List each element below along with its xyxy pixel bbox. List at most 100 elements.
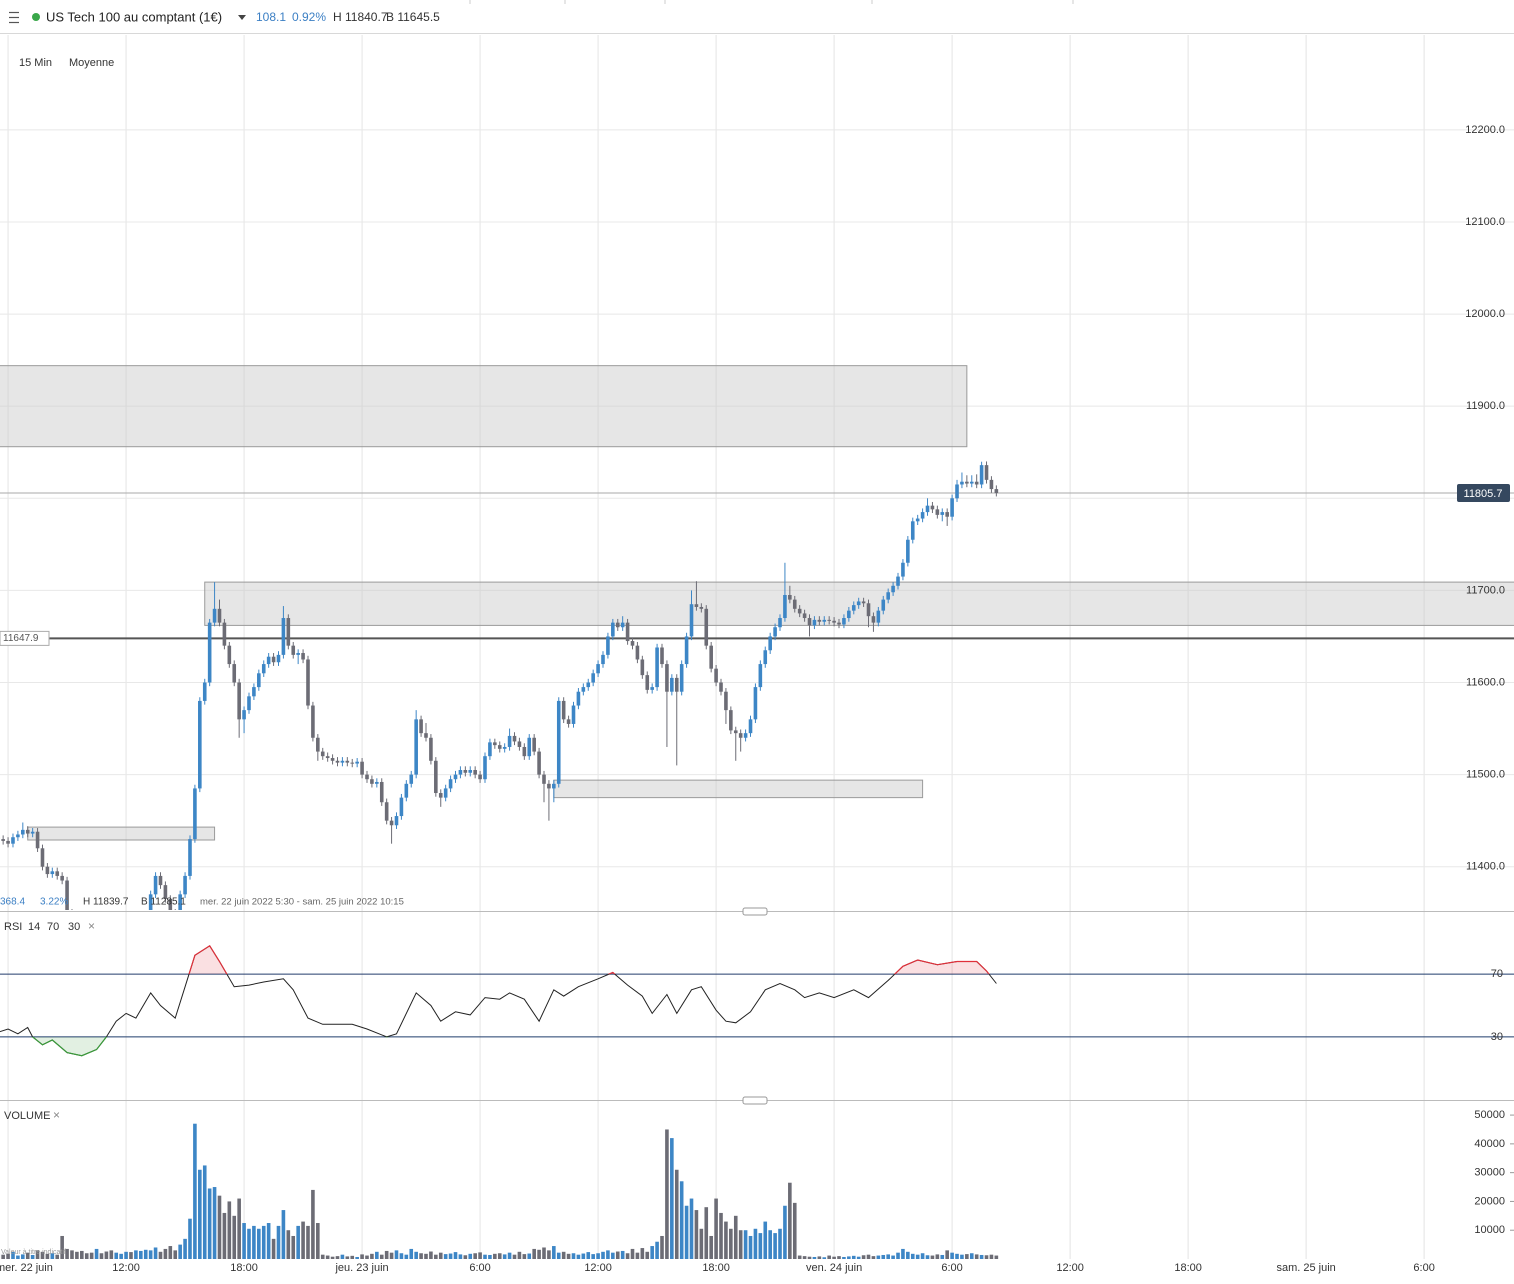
candle-body (994, 489, 999, 494)
pane-resize-handle[interactable] (742, 907, 768, 916)
candle-body (232, 664, 237, 683)
range-high: H 11839.7 (83, 897, 129, 908)
candle-body (188, 839, 192, 876)
volume-bar (542, 1247, 546, 1259)
volume-bar (522, 1254, 527, 1259)
volume-bar (881, 1254, 886, 1259)
chart-style-button[interactable]: Moyenne (69, 57, 114, 69)
y-tick-label: 11700.0 (1466, 584, 1505, 596)
candle-body (134, 931, 138, 945)
candle-body (183, 875, 187, 895)
volume-bar (271, 1238, 276, 1259)
candle-body (522, 746, 527, 757)
x-tick-label: 18:00 (230, 1262, 258, 1274)
volume-bar (689, 1198, 694, 1259)
candle-body (645, 675, 650, 690)
candle-body (119, 950, 123, 964)
candle-body (940, 512, 945, 515)
candle-body (153, 875, 158, 895)
candle-body (429, 737, 433, 761)
labels: mer. 22 juin 12:00 18:00 jeu. 23 juin 6:00 12… (0, 124, 1510, 1274)
volume-bar (871, 1256, 876, 1259)
day-low: B 11645.5 (386, 10, 440, 24)
rsi-oversold-setting: 30 (68, 921, 80, 933)
volume-bar (640, 1248, 645, 1259)
candle-body (212, 608, 217, 623)
volume-bar (109, 1250, 114, 1259)
x-tick-label: 12:00 (584, 1262, 612, 1274)
pane-resize-handle[interactable] (742, 1096, 768, 1105)
volume-bar (876, 1255, 881, 1259)
candle-body (896, 576, 900, 586)
grid (0, 35, 1514, 1259)
volume-bar (419, 1253, 423, 1259)
volume-bar (394, 1250, 399, 1259)
candle-body (733, 730, 738, 734)
volume-bar (699, 1228, 704, 1259)
candle-body (85, 950, 89, 959)
volume-bar (950, 1252, 954, 1259)
volume-bar (473, 1253, 477, 1259)
candle-body (625, 622, 630, 642)
volume-bar (856, 1256, 861, 1259)
volume-bar (443, 1254, 448, 1259)
candle-body (458, 770, 463, 775)
volume-bar (532, 1248, 536, 1259)
x-tick-label: ven. 24 juin (806, 1262, 862, 1274)
volume-bar (547, 1250, 551, 1259)
volume-bar (414, 1251, 418, 1259)
volume-bar (193, 1123, 197, 1259)
menu-icon[interactable] (9, 11, 19, 24)
rsi-close-icon[interactable]: × (88, 919, 95, 933)
candle-body (984, 465, 989, 480)
candle-body (340, 760, 345, 763)
volume-bar (920, 1253, 925, 1259)
timeframe-button[interactable]: 15 Min (19, 57, 52, 69)
volume-bar (11, 1251, 15, 1259)
volume-bar (257, 1228, 261, 1259)
candle-body (876, 610, 881, 623)
volume-bar (384, 1250, 389, 1259)
candle-body (861, 601, 866, 604)
instrument-name[interactable]: US Tech 100 au comptant (1€) (46, 9, 222, 24)
candle-body (497, 745, 502, 749)
volume-bar (704, 1207, 709, 1259)
dropdown-arrow[interactable] (238, 15, 246, 20)
candle-body (768, 636, 772, 651)
candle-body (316, 737, 320, 752)
volume-bar (129, 1252, 133, 1259)
volume-bar (25, 1252, 30, 1259)
candle-body (552, 783, 556, 789)
zones (0, 365, 1514, 841)
volume-bar (281, 1210, 286, 1259)
candle-body (881, 599, 886, 611)
candle-body (606, 636, 610, 655)
volume-bar (55, 1254, 60, 1259)
rsi-tick-label: 70 (1491, 968, 1503, 980)
volume-bar (148, 1250, 153, 1259)
candle-body (217, 608, 222, 623)
volume-bar (753, 1228, 758, 1259)
candle-body (148, 894, 153, 910)
day-change: 108.1 (256, 10, 286, 24)
y-tick-label: 11400.0 (1466, 861, 1505, 873)
volume-bar (729, 1228, 733, 1259)
volume-bar (99, 1253, 104, 1259)
volume-bar (606, 1250, 610, 1259)
candle-body (325, 756, 330, 759)
volume-tick-label: 40000 (1474, 1138, 1505, 1150)
rsi-label: RSI (4, 921, 22, 933)
volume-bar (468, 1253, 473, 1259)
volume-close-icon[interactable]: × (53, 1108, 60, 1122)
candle-body (699, 606, 704, 609)
volume-bar (350, 1255, 355, 1259)
candle-body (139, 922, 143, 931)
candle-body (950, 498, 954, 517)
volume-bar (625, 1253, 630, 1259)
volume-bar (30, 1254, 35, 1259)
candle-body (35, 831, 40, 849)
volume-bar (389, 1252, 394, 1259)
volume-bar (70, 1250, 74, 1259)
candle-body (704, 608, 709, 646)
volume-bar (945, 1250, 949, 1259)
